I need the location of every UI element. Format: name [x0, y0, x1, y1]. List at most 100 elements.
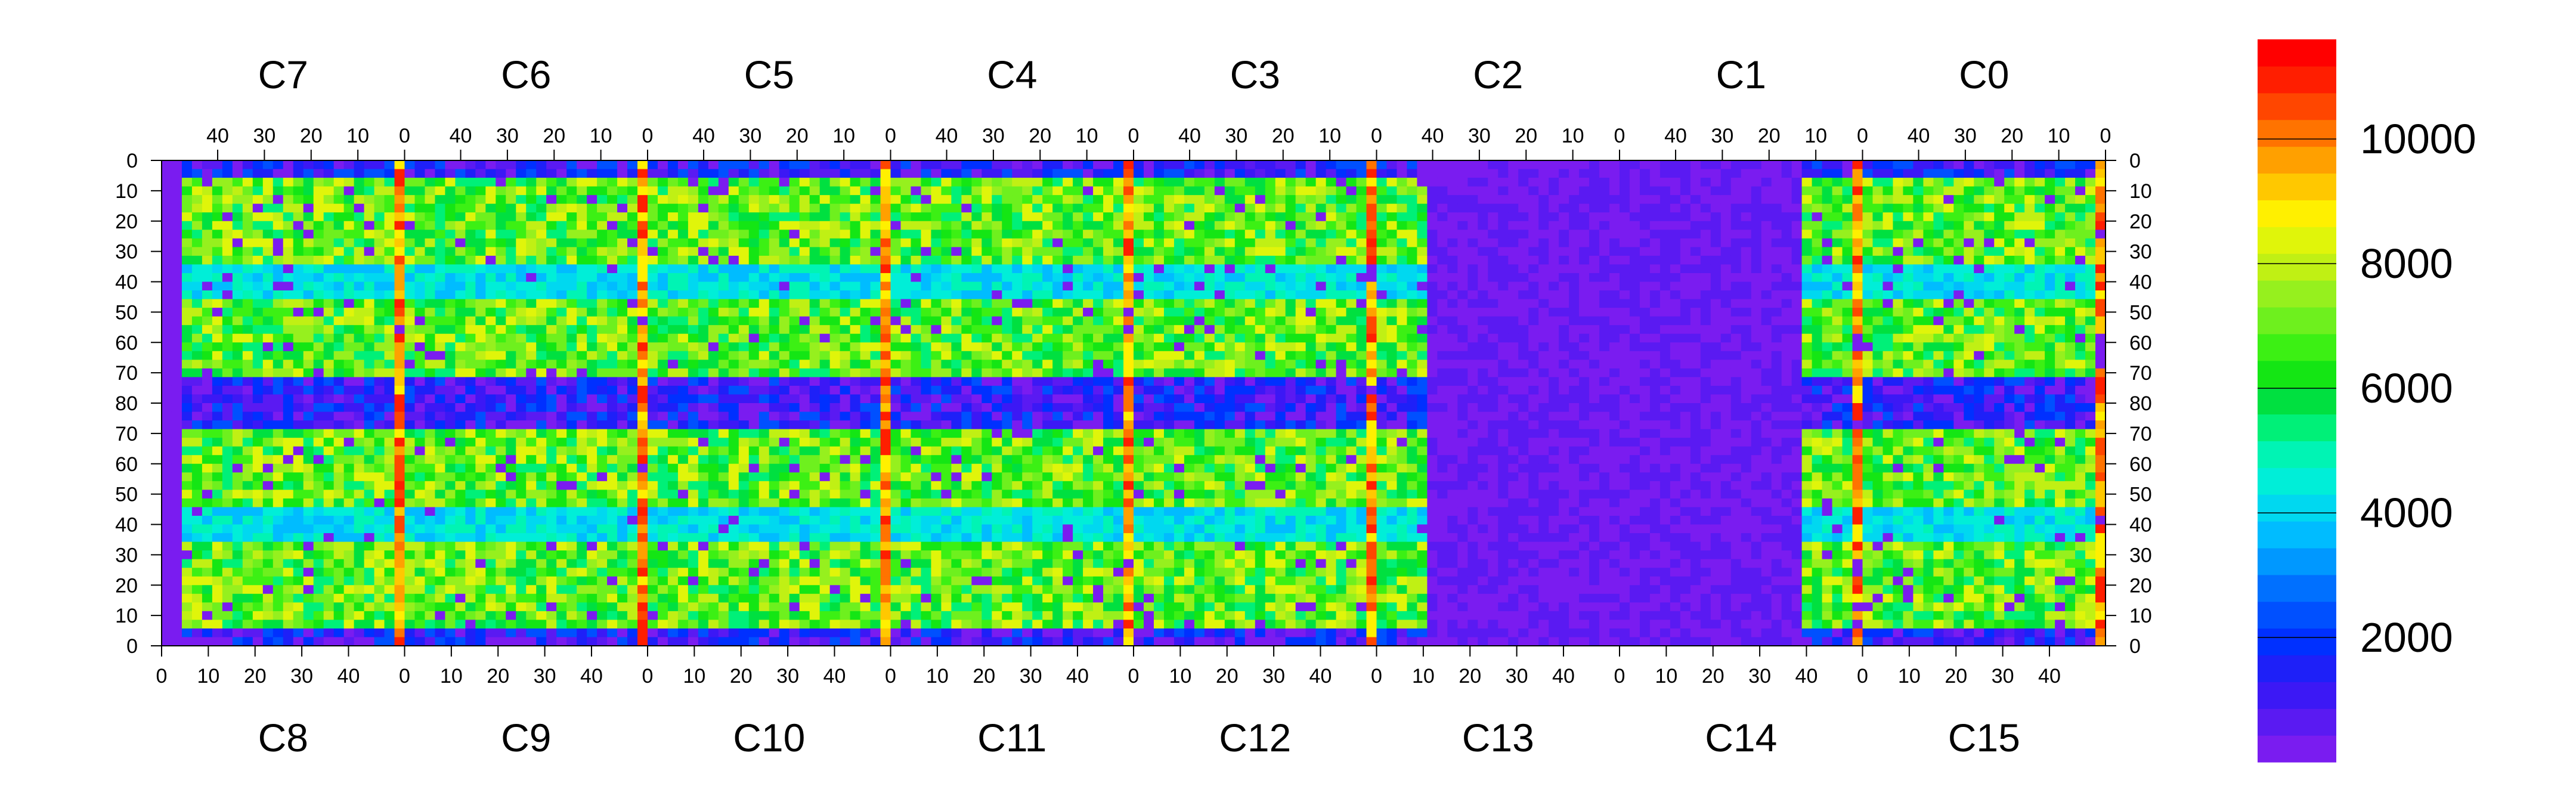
pixel-cell	[728, 368, 739, 377]
pixel-cell	[789, 438, 800, 447]
pixel-cell	[951, 342, 962, 352]
pixel-cell	[587, 620, 597, 629]
pixel-cell	[475, 351, 486, 360]
pixel-cell	[212, 273, 223, 283]
pixel-cell	[829, 230, 841, 239]
pixel-cell	[850, 490, 861, 499]
pixel-cell	[870, 420, 881, 430]
pixel-cell	[354, 385, 365, 395]
pixel-cell	[313, 385, 324, 395]
pixel-cell	[242, 524, 253, 534]
pixel-cell	[546, 394, 557, 404]
pixel-cell	[911, 160, 922, 170]
pixel-cell	[799, 195, 810, 205]
pixel-cell	[769, 394, 780, 404]
pixel-cell	[870, 316, 881, 326]
pixel-cell	[1032, 481, 1043, 490]
pixel-cell	[648, 186, 658, 196]
pixel-cell	[951, 195, 962, 205]
pixel-cell	[506, 628, 516, 638]
pixel-cell	[597, 203, 608, 213]
pixel-cell	[232, 281, 243, 291]
pixel-cell	[627, 411, 638, 421]
pixel-cell	[982, 438, 992, 447]
pixel-cell	[708, 394, 719, 404]
pixel-cell	[931, 264, 942, 274]
pixel-cell	[718, 481, 729, 490]
pixel-cell	[465, 585, 476, 595]
pixel-cell	[819, 264, 831, 274]
pixel-cell	[181, 637, 193, 646]
pixel-cell	[840, 169, 851, 178]
pixel-cell	[728, 576, 739, 586]
pixel-cell	[475, 446, 486, 456]
pixel-cell	[677, 316, 689, 326]
pixel-cell	[283, 611, 294, 620]
pixel-cell	[191, 524, 203, 534]
pixel-cell	[425, 325, 436, 335]
pixel-cell	[577, 568, 587, 577]
pixel-cell	[819, 403, 831, 413]
pixel-cell	[425, 620, 436, 629]
pixel-cell	[870, 524, 881, 534]
pixel-cell	[212, 299, 223, 308]
pixel-cell	[769, 429, 780, 438]
pixel-cell	[1042, 611, 1053, 620]
pixel-cell	[516, 559, 527, 568]
pixel-cell	[293, 230, 304, 239]
pixel-cell	[1032, 290, 1043, 300]
pixel-cell	[860, 325, 871, 335]
pixel-cell	[840, 533, 851, 543]
pixel-cell	[829, 351, 841, 360]
pixel-cell	[252, 550, 264, 560]
pixel-cell	[860, 342, 871, 352]
pixel-cell	[414, 541, 426, 551]
pixel-cell	[840, 593, 851, 603]
pixel-cell	[293, 602, 304, 612]
pixel-cell	[961, 541, 972, 551]
pixel-cell	[181, 299, 193, 308]
pixel-cell	[931, 230, 942, 239]
pixel-cell	[374, 420, 385, 430]
pixel-cell	[698, 203, 709, 213]
pixel-cell	[627, 273, 638, 283]
pixel-cell	[728, 221, 739, 230]
pixel-cell	[900, 195, 912, 205]
pixel-cell	[597, 533, 608, 543]
pixel-cell	[1042, 255, 1053, 265]
pixel-cell	[242, 316, 253, 326]
pixel-cell	[343, 186, 355, 196]
pixel-cell	[758, 593, 770, 603]
pixel-cell	[485, 169, 496, 178]
pixel-cell	[758, 325, 770, 335]
pixel-cell	[789, 333, 800, 343]
pixel-cell	[394, 299, 405, 308]
pixel-cell	[181, 550, 193, 560]
pixel-cell	[698, 637, 709, 646]
pixel-cell	[850, 333, 861, 343]
pixel-cell	[425, 541, 436, 551]
pixel-cell	[627, 585, 638, 595]
pixel-cell	[789, 455, 800, 465]
pixel-cell	[506, 160, 516, 170]
pixel-cell	[465, 446, 476, 456]
pixel-cell	[283, 221, 294, 230]
pixel-cell	[900, 429, 912, 438]
pixel-cell	[728, 195, 739, 205]
pixel-cell	[971, 273, 982, 283]
pixel-cell	[506, 368, 516, 377]
pixel-cell	[911, 411, 922, 421]
pixel-cell	[931, 446, 942, 456]
pixel-cell	[465, 394, 476, 404]
pixel-cell	[354, 481, 365, 490]
pixel-cell	[870, 568, 881, 577]
pixel-cell	[556, 299, 567, 308]
pixel-cell	[698, 490, 709, 499]
pixel-cell	[880, 455, 891, 465]
pixel-cell	[425, 368, 436, 377]
pixel-cell	[607, 411, 618, 421]
pixel-cell	[677, 342, 689, 352]
pixel-cell	[222, 403, 233, 413]
pixel-cell	[516, 593, 527, 603]
pixel-cell	[283, 620, 294, 629]
